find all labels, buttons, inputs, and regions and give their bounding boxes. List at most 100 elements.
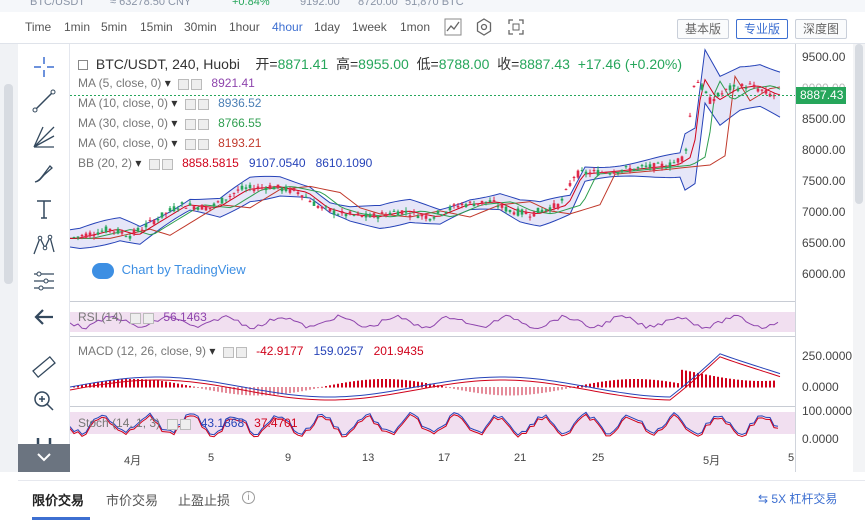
ruler-icon[interactable] bbox=[31, 354, 57, 380]
indicator-ma60[interactable]: MA (60, close, 0) ▾ 8193.21 bbox=[78, 136, 262, 151]
pane-divider[interactable] bbox=[70, 336, 795, 337]
macd-histogram-bar bbox=[549, 387, 551, 392]
candle-body bbox=[100, 230, 104, 232]
crosshair-icon[interactable] bbox=[31, 54, 57, 80]
candle-body bbox=[632, 168, 636, 171]
chart-type-icon[interactable] bbox=[443, 18, 463, 38]
indicator-settings-icon[interactable] bbox=[167, 417, 193, 431]
timeframe-1week[interactable]: 1week bbox=[352, 20, 387, 34]
indicator-settings-icon[interactable] bbox=[184, 97, 211, 111]
candle-body bbox=[584, 171, 588, 175]
candle-body bbox=[220, 197, 224, 204]
view-depth-button[interactable]: 深度图 bbox=[795, 19, 848, 39]
macd-histogram-bar bbox=[665, 381, 667, 388]
info-icon[interactable]: i bbox=[242, 491, 255, 504]
candle-body bbox=[184, 207, 188, 209]
candle-body bbox=[576, 170, 580, 178]
macd-histogram-bar bbox=[613, 380, 615, 388]
indicator-settings-icon[interactable] bbox=[184, 117, 211, 131]
candle-body bbox=[600, 172, 604, 174]
pane-divider[interactable] bbox=[70, 406, 795, 407]
timeframe-1day[interactable]: 1day bbox=[314, 20, 341, 34]
indicator-ma5[interactable]: MA (5, close, 0) ▾ 8921.41 bbox=[78, 76, 255, 91]
macd-histogram-bar bbox=[289, 387, 291, 394]
timeframe-30min[interactable]: 30min bbox=[184, 20, 217, 34]
macd-histogram-bar bbox=[185, 385, 187, 388]
candle-body bbox=[380, 212, 384, 214]
indicator-rsi[interactable]: RSI (14) 56.1463 bbox=[78, 310, 207, 325]
timeframe-time[interactable]: Time bbox=[25, 20, 52, 34]
candle-body bbox=[528, 216, 532, 218]
indicator-settings-icon[interactable] bbox=[178, 77, 204, 91]
macd-histogram-bar bbox=[429, 383, 431, 388]
pattern-icon[interactable] bbox=[31, 232, 57, 258]
view-basic-button[interactable]: 基本版 bbox=[677, 19, 730, 39]
macd-histogram-bar bbox=[565, 387, 567, 389]
candle-body bbox=[432, 217, 436, 219]
tradingview-watermark[interactable]: Chart by TradingView bbox=[92, 262, 246, 279]
macd-histogram-bar bbox=[753, 380, 755, 388]
right-scrollbar-thumb[interactable] bbox=[855, 44, 863, 204]
macd-histogram-bar bbox=[537, 387, 539, 394]
view-pro-button[interactable]: 专业版 bbox=[736, 19, 789, 39]
collapse-tools-button[interactable] bbox=[18, 444, 70, 472]
tab-stop-order[interactable]: 止盈止损 bbox=[178, 493, 231, 508]
macd-histogram-bar bbox=[301, 387, 303, 392]
macd-histogram-bar bbox=[509, 387, 511, 396]
indicator-macd[interactable]: MACD (12, 26, close, 9) ▾ -42.9177 159.0… bbox=[78, 344, 424, 359]
candle-body bbox=[140, 229, 144, 231]
macd-histogram-bar bbox=[109, 380, 111, 388]
left-scrollbar[interactable] bbox=[0, 44, 18, 472]
brush-icon[interactable] bbox=[31, 160, 57, 186]
macd-histogram-bar bbox=[657, 380, 659, 388]
candle-body bbox=[536, 207, 540, 213]
settings-gear-icon[interactable] bbox=[474, 18, 494, 38]
timeframe-1mon[interactable]: 1mon bbox=[400, 20, 431, 34]
candle-body bbox=[484, 201, 488, 203]
candle-body bbox=[304, 196, 308, 198]
macd-histogram-bar bbox=[353, 381, 355, 388]
timeframe-5min[interactable]: 5min bbox=[101, 20, 128, 34]
timeframe-15min[interactable]: 15min bbox=[140, 20, 173, 34]
fib-fan-icon[interactable] bbox=[31, 124, 57, 150]
indicator-settings-icon[interactable] bbox=[148, 157, 175, 171]
tab-limit-order[interactable]: 限价交易 bbox=[32, 493, 85, 508]
macd-histogram-bar bbox=[617, 379, 619, 388]
indicator-ma30[interactable]: MA (30, close, 0) ▾ 8766.55 bbox=[78, 116, 262, 131]
text-tool-icon[interactable] bbox=[31, 196, 57, 222]
candle-body bbox=[364, 213, 368, 218]
indicator-bb-label: BB (20, 2) bbox=[78, 156, 133, 170]
macd-histogram-bar bbox=[733, 379, 735, 388]
back-arrow-icon[interactable] bbox=[31, 304, 57, 330]
indicator-stoch[interactable]: Stoch (14, 1, 3) 43.1868 37.4701 bbox=[78, 416, 298, 431]
left-scrollbar-thumb[interactable] bbox=[4, 84, 13, 284]
candle-body bbox=[636, 167, 640, 169]
prediction-icon[interactable] bbox=[31, 268, 57, 294]
indicator-bb[interactable]: BB (20, 2) ▾ 8858.5815 9107.0540 8610.10… bbox=[78, 156, 373, 171]
timeframe-1hour[interactable]: 1hour bbox=[229, 20, 260, 34]
price-chart-svg[interactable] bbox=[69, 44, 795, 472]
indicator-settings-icon[interactable] bbox=[184, 137, 211, 151]
candle-body bbox=[196, 207, 200, 210]
macd-histogram-bar bbox=[93, 382, 95, 388]
trend-line-icon[interactable] bbox=[31, 88, 57, 114]
macd-histogram-bar bbox=[293, 387, 295, 393]
right-scrollbar[interactable] bbox=[853, 44, 865, 472]
candle-body bbox=[96, 232, 100, 235]
chart-canvas[interactable]: BTC/USDT, 240, Huobi 开=8871.41 高=8955.00… bbox=[69, 44, 795, 472]
pane-divider[interactable] bbox=[70, 301, 795, 302]
price-axis[interactable]: 9500.00 9000.00 8887.43 8500.00 8000.00 … bbox=[795, 44, 852, 472]
timeframe-4hour[interactable]: 4hour bbox=[272, 20, 303, 34]
zoom-in-icon[interactable] bbox=[31, 388, 57, 414]
indicator-ma10-value: 8936.52 bbox=[218, 96, 262, 110]
indicator-ma10[interactable]: MA (10, close, 0) ▾ 8936.52 bbox=[78, 96, 262, 111]
fullscreen-icon[interactable] bbox=[506, 18, 526, 38]
time-axis[interactable]: 4月 5 9 13 17 21 25 5月 5 bbox=[70, 450, 795, 472]
candle-body bbox=[764, 89, 768, 94]
margin-trade-link[interactable]: ⇆ 5X 杠杆交易 bbox=[758, 490, 837, 507]
indicator-settings-icon[interactable] bbox=[130, 311, 156, 325]
candle-body bbox=[244, 187, 248, 189]
tab-market-order[interactable]: 市价交易 bbox=[106, 493, 159, 508]
indicator-settings-icon[interactable] bbox=[222, 345, 249, 359]
timeframe-1min[interactable]: 1min bbox=[64, 20, 91, 34]
